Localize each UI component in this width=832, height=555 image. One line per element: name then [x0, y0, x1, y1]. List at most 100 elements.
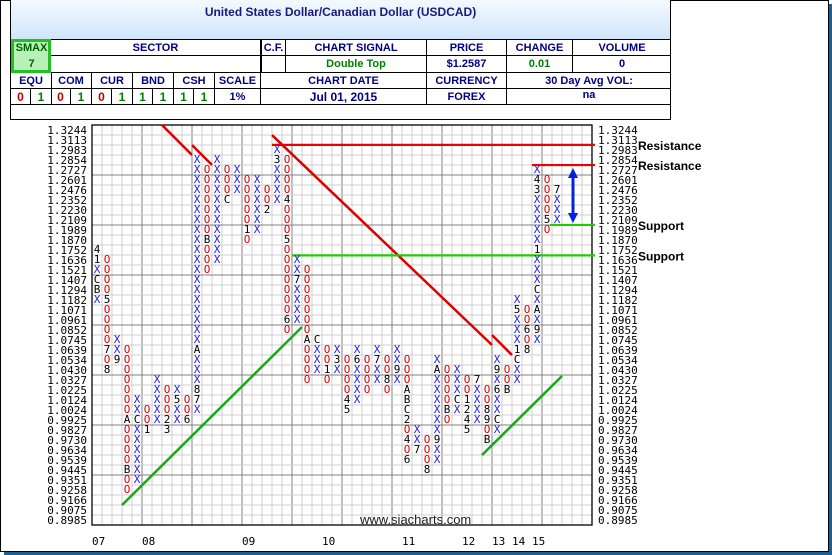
o-mark: O	[283, 273, 291, 286]
support-label: Support	[638, 219, 684, 233]
month-marker: 9	[493, 363, 501, 376]
x-mark: X	[433, 413, 441, 426]
y-tick-label-left: 1.1521	[47, 264, 87, 277]
asset-class-label-csh: CSH	[174, 73, 215, 89]
o-mark: O	[103, 253, 111, 266]
o-mark: O	[103, 283, 111, 296]
o-mark: O	[263, 193, 271, 206]
x-mark: X	[513, 313, 521, 326]
o-mark: O	[403, 363, 411, 376]
y-tick-label-left: 1.1407	[47, 274, 87, 287]
o-mark: O	[103, 303, 111, 316]
asset-class-value-cur: 1	[112, 89, 133, 105]
o-mark: O	[543, 193, 551, 206]
x-mark: X	[93, 293, 101, 306]
y-tick-label-left: 1.0430	[47, 364, 87, 377]
x-mark: X	[193, 313, 201, 326]
x-mark: X	[293, 313, 301, 326]
x-mark: X	[293, 253, 301, 266]
month-marker: 6	[183, 413, 191, 426]
y-tick-label-left: 1.0639	[47, 344, 87, 357]
downtrend-trendline	[491, 334, 513, 356]
o-mark: O	[303, 353, 311, 366]
o-mark: O	[223, 183, 231, 196]
o-mark: O	[123, 383, 131, 396]
uptrend-trendline	[481, 375, 563, 456]
o-mark: O	[463, 373, 471, 386]
o-mark: O	[303, 363, 311, 376]
x-mark: X	[253, 173, 261, 186]
y-tick-label-left: 0.8985	[47, 514, 87, 527]
month-marker: 4	[403, 433, 411, 446]
month-marker: B	[443, 403, 451, 416]
o-mark: O	[343, 363, 351, 376]
o-mark: O	[363, 353, 371, 366]
asset-class-value-bnd: 1	[153, 89, 174, 105]
x-mark: X	[213, 193, 221, 206]
x-mark: X	[293, 303, 301, 316]
month-marker: 8	[423, 463, 431, 476]
x-mark: X	[173, 383, 181, 396]
info-header: United States Dollar/Canadian Dollar (US…	[10, 0, 671, 120]
x-mark: X	[193, 303, 201, 316]
o-mark: O	[283, 223, 291, 236]
o-mark: O	[423, 433, 431, 446]
y-tick-label-left: 1.0961	[47, 314, 87, 327]
y-tick-label-right: 1.0024	[598, 404, 638, 417]
y-tick-label-right: 1.2601	[598, 174, 638, 187]
x-mark: X	[373, 343, 381, 356]
month-marker: A	[403, 383, 411, 396]
x-mark: X	[433, 353, 441, 366]
y-tick-label-left: 1.1870	[47, 234, 87, 247]
resistance-label: Resistance	[638, 139, 702, 153]
month-marker: A	[123, 413, 131, 426]
month-marker: 7	[193, 393, 201, 406]
smax-value: 7	[28, 58, 35, 70]
x-mark: X	[193, 163, 201, 176]
o-mark: O	[243, 183, 251, 196]
y-tick-label-right: 1.1071	[598, 304, 638, 317]
x-mark: X	[553, 213, 561, 226]
o-mark: O	[283, 303, 291, 316]
avg-volume-value: na	[507, 89, 671, 105]
month-marker: A	[433, 363, 441, 376]
month-marker: 5	[103, 293, 111, 306]
x-mark: X	[493, 393, 501, 406]
y-tick-label-left: 0.9730	[47, 434, 87, 447]
x-mark: X	[133, 403, 141, 416]
o-mark: O	[243, 203, 251, 216]
x-mark: X	[213, 213, 221, 226]
x-mark: X	[453, 383, 461, 396]
y-tick-label-left: 1.2476	[47, 184, 87, 197]
x-mark: X	[453, 363, 461, 376]
y-tick-label-right: 0.9634	[598, 444, 638, 457]
o-mark: O	[283, 263, 291, 276]
o-mark: O	[203, 203, 211, 216]
x-mark: X	[313, 343, 321, 356]
y-tick-label-right: 0.9075	[598, 504, 638, 517]
y-tick-label-right: 1.1521	[598, 264, 638, 277]
y-tick-label-right: 1.3113	[598, 134, 638, 147]
o-mark: O	[123, 363, 131, 376]
y-tick-label-left: 0.9445	[47, 464, 87, 477]
month-marker: C	[493, 413, 501, 426]
x-mark: X	[233, 163, 241, 176]
x-mark: X	[253, 193, 261, 206]
y-tick-label-left: 1.1294	[47, 284, 87, 297]
y-tick-label-right: 1.3244	[598, 124, 638, 137]
x-mark: X	[233, 173, 241, 186]
month-marker: 2	[403, 413, 411, 426]
o-mark: O	[423, 453, 431, 466]
o-mark: O	[283, 253, 291, 266]
y-tick-label-left: 0.9075	[47, 504, 87, 517]
x-mark: X	[533, 253, 541, 266]
support-label: Support	[638, 249, 684, 263]
month-marker: 7	[473, 373, 481, 386]
